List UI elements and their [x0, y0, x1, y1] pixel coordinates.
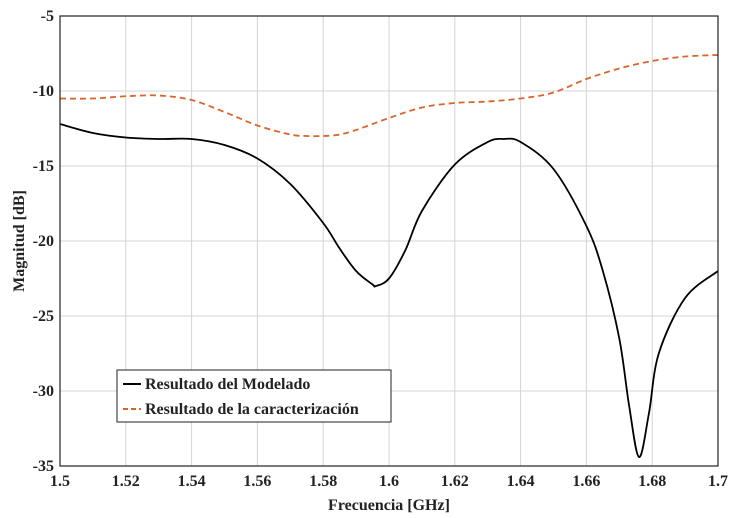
y-tick-label: -10 [33, 83, 54, 100]
x-tick-label: 1.68 [638, 473, 666, 490]
y-tick-labels: -35 -30 -25 -20 -15 -10 -5 [33, 8, 54, 475]
x-tick-label: 1.56 [243, 473, 271, 490]
x-tick-label: 1.54 [178, 473, 206, 490]
x-axis-label: Frecuencia [GHz] [328, 497, 450, 514]
x-tick-label: 1.5 [50, 473, 70, 490]
legend-label-caracterizacion: Resultado de la caracterización [145, 401, 359, 418]
y-tick-label: -30 [33, 383, 54, 400]
y-tick-label: -35 [33, 458, 54, 475]
x-tick-label: 1.58 [309, 473, 337, 490]
x-tick-label: 1.52 [112, 473, 140, 490]
x-tick-label: 1.64 [507, 473, 535, 490]
plot-frame [59, 15, 719, 467]
y-tick-label: -5 [41, 8, 54, 25]
series-line-modelado [59, 123, 719, 458]
x-tick-label: 1.62 [441, 473, 469, 490]
y-tick-label: -25 [33, 308, 54, 325]
x-tick-label: 1.66 [572, 473, 600, 490]
x-tick-label: 1.6 [379, 473, 399, 490]
legend: Resultado del Modelado Resultado de la c… [116, 369, 392, 423]
x-tick-label: 1.7 [708, 473, 728, 490]
series-line-caracterizacion [59, 54, 719, 138]
legend-box [116, 369, 392, 423]
series-layer [59, 54, 719, 458]
legend-label-modelado: Resultado del Modelado [145, 376, 310, 393]
y-tick-label: -20 [33, 233, 54, 250]
y-axis-label: Magnitud [dB] [11, 190, 28, 292]
y-tick-label: -15 [33, 158, 54, 175]
x-tick-labels: 1.5 1.52 1.54 1.56 1.58 1.6 1.62 1.64 1.66 1.68 1.… [50, 473, 728, 490]
